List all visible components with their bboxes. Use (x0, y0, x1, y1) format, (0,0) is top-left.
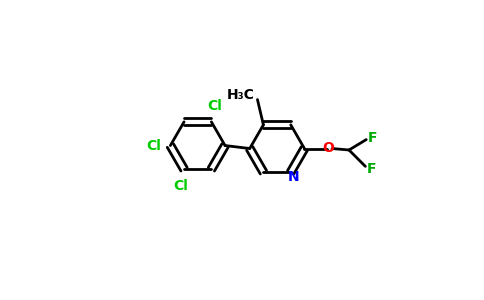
Text: O: O (322, 141, 334, 155)
Text: Cl: Cl (174, 178, 188, 193)
Text: F: F (367, 131, 377, 145)
Text: N: N (287, 170, 299, 184)
Text: H₃C: H₃C (227, 88, 255, 102)
Text: Cl: Cl (147, 139, 162, 152)
Text: Cl: Cl (207, 98, 222, 112)
Text: F: F (366, 162, 376, 176)
